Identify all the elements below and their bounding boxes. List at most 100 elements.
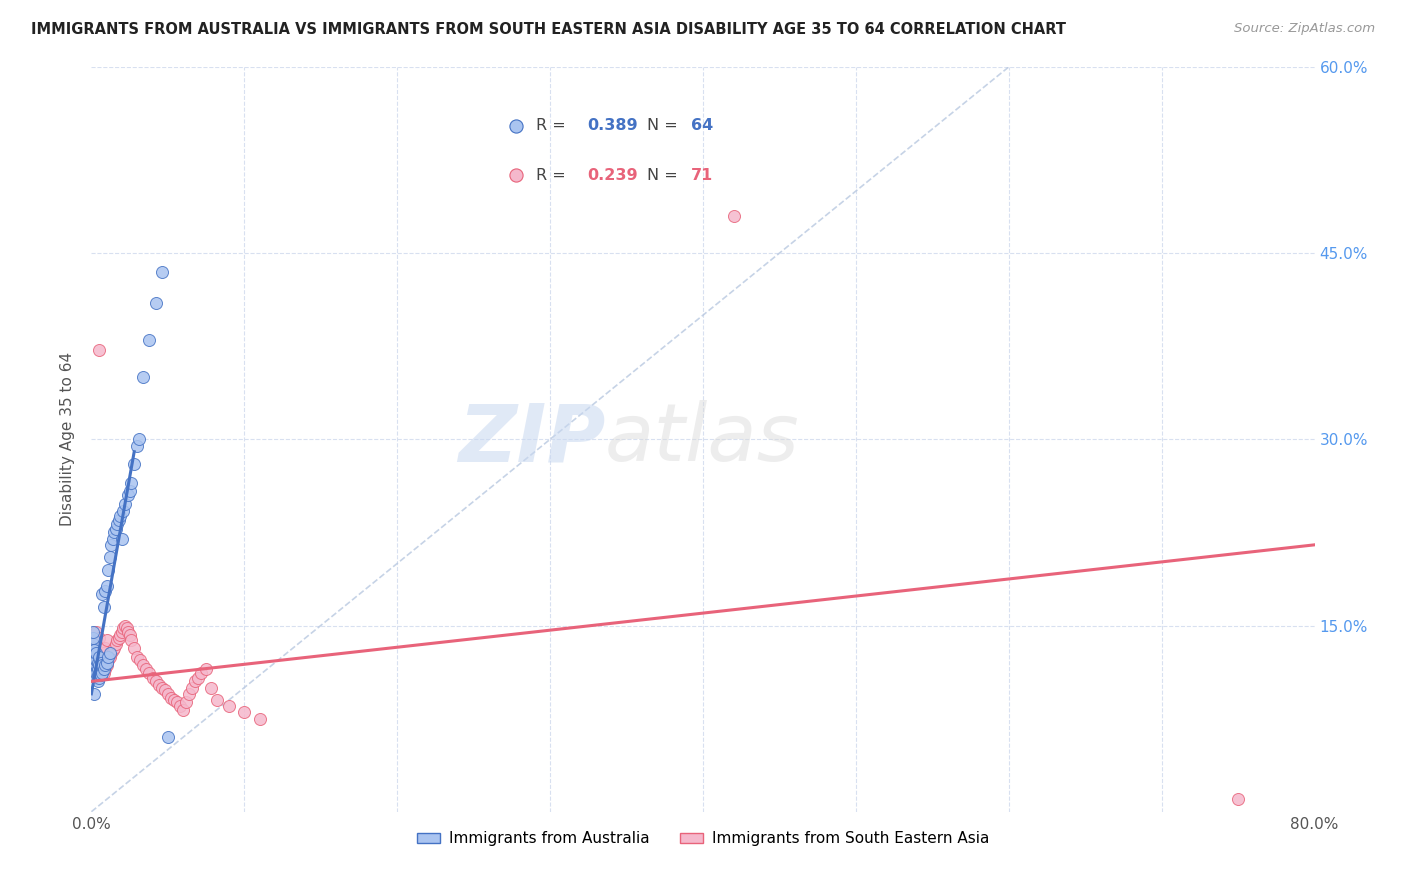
Point (135, 662, 157, 676)
Point (97, 653, 120, 667)
Point (127, 649, 149, 664)
Point (200, 681, 222, 695)
Point (166, 696, 188, 710)
Point (148, 678, 170, 692)
Text: R =: R = (536, 168, 565, 183)
Point (94, 640, 117, 655)
Point (1227, 792, 1250, 806)
Point (90, 656, 112, 670)
Point (110, 509, 132, 524)
Point (122, 640, 145, 655)
Point (82, 656, 104, 670)
Point (82, 649, 104, 664)
Point (233, 706, 256, 720)
Point (91, 658, 114, 673)
Point (141, 671, 163, 685)
Text: 0.239: 0.239 (588, 168, 638, 183)
Point (101, 532, 124, 546)
Point (87, 649, 110, 664)
Text: IMMIGRANTS FROM AUSTRALIA VS IMMIGRANTS FROM SOUTH EASTERN ASIA DISABILITY AGE 3: IMMIGRANTS FROM AUSTRALIA VS IMMIGRANTS … (31, 22, 1066, 37)
Point (129, 653, 152, 667)
Point (87, 343, 110, 357)
Point (91, 665, 114, 680)
Point (110, 628, 132, 642)
Point (84, 643, 107, 657)
Point (120, 633, 142, 648)
Point (138, 333, 160, 347)
Point (115, 621, 138, 635)
Point (96, 579, 118, 593)
Point (90, 658, 112, 673)
Point (83, 649, 105, 664)
Point (82, 624, 104, 639)
Point (187, 671, 209, 685)
Point (104, 637, 127, 651)
Point (84, 671, 107, 685)
Point (82, 633, 104, 648)
Point (87, 631, 110, 645)
Point (96, 633, 118, 648)
Point (184, 674, 207, 689)
Text: atlas: atlas (605, 401, 800, 478)
Point (101, 643, 124, 657)
Point (87, 665, 110, 680)
Point (117, 624, 139, 639)
Point (93, 665, 115, 680)
Text: 71: 71 (692, 168, 713, 183)
Point (190, 665, 212, 680)
Point (97, 563, 120, 577)
Point (723, 209, 745, 223)
Point (86, 674, 108, 689)
Point (82, 646, 104, 660)
Point (112, 621, 135, 635)
Point (160, 690, 183, 705)
Point (90, 640, 112, 655)
Point (114, 618, 136, 632)
Point (104, 522, 127, 536)
Point (87, 665, 110, 680)
Point (83, 662, 105, 676)
Text: R =: R = (536, 119, 565, 133)
Point (179, 687, 201, 701)
Point (505, 168, 527, 182)
Legend: Immigrants from Australia, Immigrants from South Eastern Asia: Immigrants from Australia, Immigrants fr… (411, 825, 995, 853)
Point (87, 656, 110, 670)
Point (120, 475, 142, 490)
Point (98, 550, 121, 565)
Point (90, 668, 112, 682)
Point (169, 699, 191, 714)
Point (83, 658, 105, 673)
Point (93, 662, 115, 676)
Point (174, 696, 197, 710)
Point (145, 674, 167, 689)
Point (112, 504, 135, 518)
Point (100, 646, 122, 660)
Point (84, 665, 107, 680)
Point (83, 643, 105, 657)
Point (94, 658, 117, 673)
Point (195, 662, 218, 676)
Point (114, 497, 136, 511)
Point (111, 624, 134, 639)
Point (82, 662, 104, 676)
Point (117, 488, 139, 502)
Point (82, 631, 104, 645)
Point (150, 265, 173, 279)
Point (181, 681, 204, 695)
Point (82, 649, 104, 664)
Point (84, 658, 107, 673)
Point (118, 484, 141, 499)
Point (83, 637, 105, 651)
Y-axis label: Disability Age 35 to 64: Disability Age 35 to 64 (60, 352, 76, 526)
Point (91, 649, 114, 664)
Point (98, 649, 121, 664)
Point (87, 671, 110, 685)
Point (86, 637, 108, 651)
Point (98, 646, 121, 660)
Point (108, 513, 131, 527)
Point (128, 433, 150, 447)
Point (118, 628, 141, 642)
Point (84, 646, 107, 660)
Point (105, 633, 128, 648)
Point (103, 640, 125, 655)
